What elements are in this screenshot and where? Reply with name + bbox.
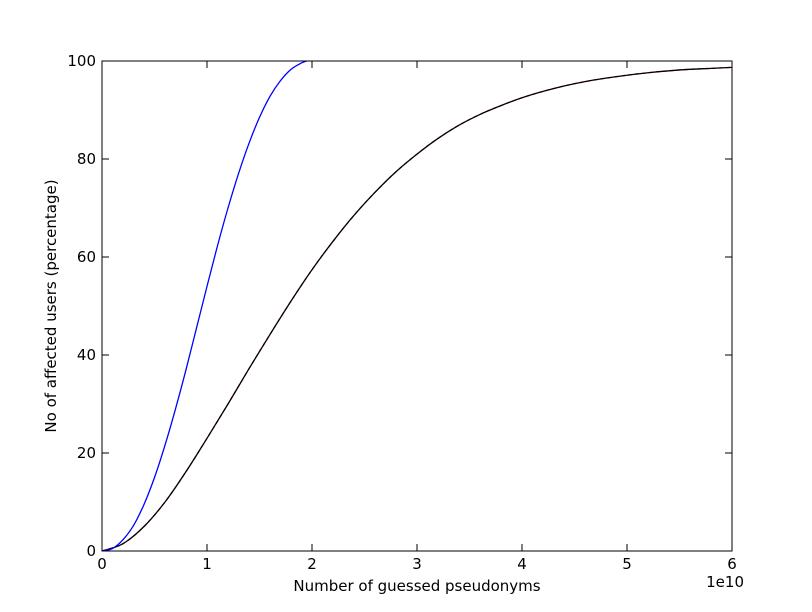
y-tick-label: 40 (77, 346, 96, 364)
y-axis-label: No of affected users (percentage) (42, 179, 60, 432)
y-tick-label: 60 (77, 248, 96, 266)
series-line-2 (102, 66, 732, 551)
x-tick-label: 1 (202, 555, 212, 573)
y-tick-label: 80 (77, 150, 96, 168)
y-tick-label: 100 (67, 52, 96, 70)
x-tick-label: 6 (727, 555, 737, 573)
y-tick-label: 20 (77, 444, 96, 462)
x-tick-label: 2 (307, 555, 317, 573)
y-tick-label: 0 (86, 542, 96, 560)
x-axis-label: Number of guessed pseudonyms (293, 577, 540, 595)
x-tick-label: 3 (412, 555, 422, 573)
x-tick-label: 4 (517, 555, 527, 573)
plot-area (102, 61, 732, 551)
x-tick-label: 5 (622, 555, 632, 573)
series-line-1 (102, 61, 307, 551)
x-tick-label: 0 (97, 555, 107, 573)
x-axis-offset-label: 1e10 (706, 573, 744, 591)
